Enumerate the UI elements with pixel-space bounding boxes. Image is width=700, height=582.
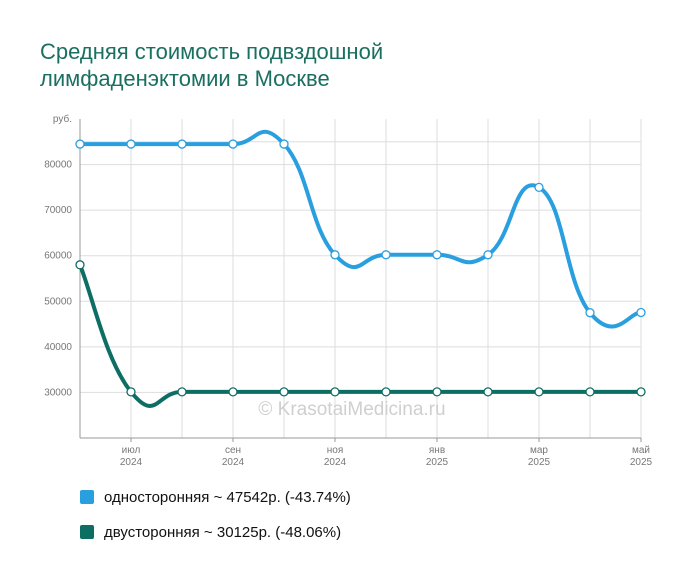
- series: [75, 129, 646, 408]
- y-tick-label: 30000: [44, 387, 72, 398]
- legend-label-series-2: двусторонняя ~ 30125р. (-48.06%): [104, 523, 342, 541]
- x-tick-label-month: мар: [530, 445, 548, 456]
- data-point-series-2: [432, 387, 442, 397]
- data-point-series-2: [381, 387, 391, 397]
- data-point-series-1: [330, 250, 340, 260]
- data-point-series-1: [228, 139, 238, 149]
- data-point-series-1: [636, 307, 646, 318]
- data-point-series-1: [279, 139, 289, 149]
- data-point-series-1: [534, 182, 544, 193]
- legend: односторонняя ~ 47542р. (-43.74%) двусто…: [80, 488, 351, 558]
- data-point-series-2: [75, 260, 85, 270]
- series-line-2: [78, 262, 643, 408]
- data-point-series-2: [534, 387, 544, 397]
- y-tick-label: 80000: [44, 160, 72, 171]
- series-line-1: [78, 129, 643, 329]
- grid: [79, 119, 642, 438]
- y-tick-label: 50000: [44, 296, 72, 307]
- data-point-series-2: [636, 387, 646, 397]
- legend-swatch-series-2: [80, 525, 94, 539]
- data-point-series-2: [330, 387, 340, 397]
- legend-label-series-1: односторонняя ~ 47542р. (-43.74%): [104, 488, 351, 506]
- x-tick-label-year: 2024: [324, 457, 347, 468]
- watermark: © KrasotaiMedicina.ru: [258, 399, 445, 420]
- chart-title-line-1: Средняя стоимость подвздошной: [40, 39, 384, 64]
- axes: 300004000050000600007000080000руб.июл202…: [44, 113, 652, 468]
- x-tick-label-month: янв: [429, 445, 445, 456]
- x-tick-label-month: июл: [122, 445, 141, 456]
- x-tick-label-year: 2025: [426, 457, 449, 468]
- data-point-series-2: [483, 387, 493, 397]
- x-tick-label-year: 2024: [222, 457, 245, 468]
- chart-title: Средняя стоимость подвздошной лимфаденэк…: [40, 38, 600, 92]
- data-point-series-1: [432, 250, 442, 260]
- legend-swatch-series-1: [80, 490, 94, 504]
- data-point-series-2: [279, 387, 289, 397]
- data-point-series-2: [177, 387, 187, 397]
- y-tick-label: 40000: [44, 342, 72, 353]
- y-tick-label: 70000: [44, 205, 72, 216]
- line-chart: 300004000050000600007000080000руб.июл202…: [44, 113, 652, 468]
- legend-item-series-2[interactable]: двусторонняя ~ 30125р. (-48.06%): [80, 523, 351, 541]
- x-tick-label-year: 2025: [630, 457, 653, 468]
- y-tick-label: 60000: [44, 251, 72, 262]
- chart-title-line-2: лимфаденэктомии в Москве: [40, 66, 330, 91]
- data-point-series-1: [381, 250, 391, 260]
- y-unit-label: руб.: [53, 113, 72, 125]
- data-point-series-2: [228, 387, 238, 397]
- x-tick-label-month: ноя: [327, 445, 344, 456]
- data-point-series-2: [585, 387, 595, 397]
- data-point-series-1: [126, 139, 136, 149]
- x-tick-label-year: 2025: [528, 457, 551, 468]
- legend-item-series-1[interactable]: односторонняя ~ 47542р. (-43.74%): [80, 488, 351, 506]
- data-point-series-1: [177, 139, 187, 149]
- data-point-series-1: [483, 250, 493, 260]
- x-tick-label-month: сен: [225, 445, 241, 456]
- data-point-series-1: [585, 308, 595, 318]
- data-point-series-1: [75, 139, 85, 149]
- x-tick-label-month: май: [632, 445, 650, 456]
- x-tick-label-year: 2024: [120, 457, 143, 468]
- data-point-series-2: [126, 387, 136, 397]
